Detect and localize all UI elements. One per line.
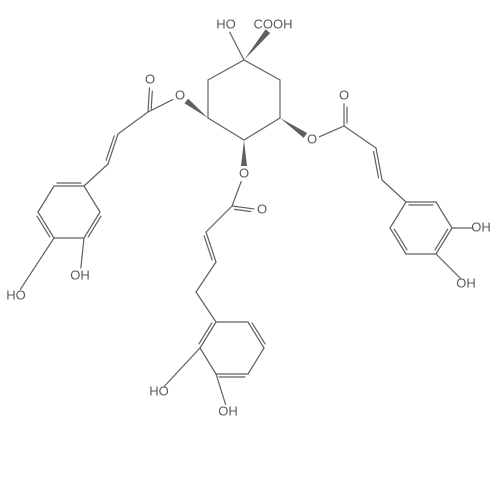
atom-label-ohL3: HO: [6, 287, 26, 302]
atom-label-ohR3: OH: [471, 219, 491, 234]
atom-label-oRd: O: [339, 87, 349, 102]
atom-label-oBd: O: [257, 201, 267, 216]
atom-label-cooh_top: COOH: [254, 16, 293, 31]
atom-label-ohL4: OH: [70, 267, 90, 282]
atom-label-oB: O: [239, 165, 249, 180]
atom-label-oh_top: HO: [216, 16, 236, 31]
molecule-diagram: HO COOH O O O O O O HO OH OH OH HO OH: [0, 0, 500, 500]
atom-label-ohB3: HO: [149, 383, 169, 398]
atom-label-ohB4: OH: [218, 403, 238, 418]
atom-label-oR: O: [307, 131, 317, 146]
atom-label-oLd: O: [145, 71, 155, 86]
atom-label-ohR4: OH: [456, 275, 476, 290]
atom-label-oL: O: [175, 87, 185, 102]
